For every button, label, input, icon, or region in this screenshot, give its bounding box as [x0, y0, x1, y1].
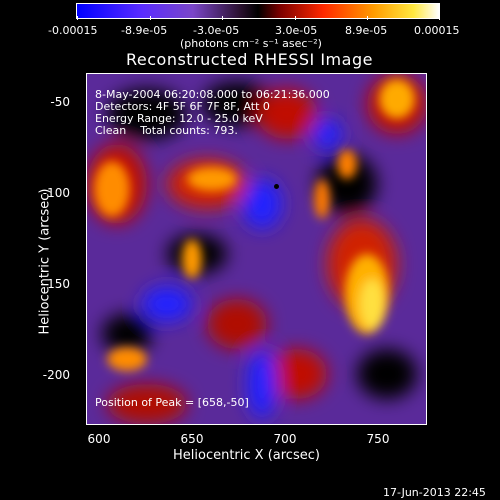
energy-range-text: Energy Range: 12.0 - 25.0 keV	[95, 112, 263, 125]
y-tick-label: -200	[42, 368, 70, 382]
x-tick-label: 750	[366, 432, 390, 446]
image-title: Reconstructed RHESSI Image	[126, 50, 373, 69]
colorbar-units: (photons cm⁻² s⁻¹ asec⁻²)	[180, 37, 322, 50]
y-tick-label: -50	[50, 95, 70, 109]
y-tick-label: -150	[42, 277, 70, 291]
colorbar-tick-label: -3.0e-05	[193, 24, 240, 37]
x-tick-label: 650	[180, 432, 204, 446]
x-axis-label: Heliocentric X (arcsec)	[173, 448, 320, 463]
x-tick-label: 700	[273, 432, 297, 446]
colorbar-tick-label: 3.0e-05	[275, 24, 318, 37]
y-tick-label: -100	[42, 186, 70, 200]
method-text: Clean Total counts: 793.	[95, 124, 238, 137]
peak-position-text: Position of Peak = [658,-50]	[95, 396, 249, 409]
time-range-text: 8-May-2004 06:20:08.000 to 06:21:36.000	[95, 88, 330, 101]
colorbar-tick-label: -8.9e-05	[121, 24, 168, 37]
colorbar-tick-label: -0.00015	[48, 24, 98, 37]
detectors-text: Detectors: 4F 5F 6F 7F 8F, Att 0	[95, 100, 270, 113]
intensity-map	[87, 74, 426, 424]
footer-timestamp: 17-Jun-2013 22:45	[383, 486, 486, 499]
colorbar-tick-label: 8.9e-05	[345, 24, 388, 37]
y-axis-label: Heliocentric Y (arcsec)	[37, 188, 53, 335]
peak-marker	[274, 184, 279, 189]
colorbar	[76, 3, 440, 20]
rhessi-image: 8-May-2004 06:20:08.000 to 06:21:36.000 …	[86, 73, 427, 425]
x-tick-label: 600	[87, 432, 111, 446]
colorbar-tick-label: 0.00015	[414, 24, 460, 37]
